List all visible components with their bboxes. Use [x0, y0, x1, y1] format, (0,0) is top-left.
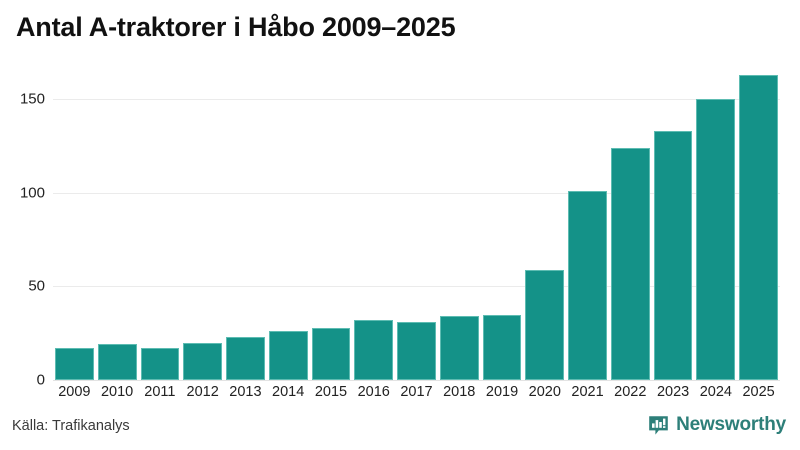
plot-area — [53, 62, 780, 381]
x-axis-tick-label: 2023 — [656, 384, 690, 400]
x-axis-tick-label: 2025 — [742, 384, 775, 400]
bar-2016[interactable] — [354, 320, 394, 380]
bar-2022[interactable] — [610, 148, 650, 380]
gridline — [53, 380, 780, 381]
page-title: Antal A-traktorer i Håbo 2009–2025 — [16, 12, 456, 42]
bar-2024[interactable] — [696, 99, 736, 380]
x-axis-tick-label: 2009 — [58, 384, 91, 400]
y-axis-tick-label: 0 — [36, 371, 45, 389]
bar-2010[interactable] — [97, 344, 137, 380]
bar-chart-bubble-icon — [648, 415, 669, 436]
brand-name: Newsworthy — [676, 414, 786, 435]
x-axis-tick-label: 2011 — [144, 384, 176, 400]
x-axis-tick-label: 2015 — [314, 384, 348, 400]
y-axis-tick-label: 100 — [19, 184, 45, 202]
bar-2020[interactable] — [525, 269, 565, 380]
bar-2015[interactable] — [311, 327, 351, 380]
x-axis-tick-label: 2016 — [357, 384, 390, 400]
chart-footer: Källa: Trafikanalys Newsworthy — [0, 406, 800, 450]
source-note: Källa: Trafikanalys — [12, 418, 130, 434]
bar-2019[interactable] — [482, 314, 522, 380]
brand-logo: Newsworthy — [648, 414, 786, 436]
bar-2017[interactable] — [397, 322, 436, 380]
bar-2009[interactable] — [55, 348, 94, 380]
bar-2018[interactable] — [439, 316, 479, 380]
x-axis-tick-label: 2018 — [443, 384, 476, 400]
x-axis-tick-label: 2021 — [571, 384, 604, 400]
y-axis-tick-label: 150 — [19, 90, 45, 108]
bar-series — [53, 62, 780, 380]
x-axis-tick-label: 2012 — [186, 384, 219, 400]
bar-2014[interactable] — [268, 331, 308, 380]
y-axis-tick-labels: 0 50 100 150 — [0, 62, 53, 389]
x-axis-tick-label: 2022 — [614, 384, 647, 400]
bar-2011[interactable] — [140, 348, 180, 380]
x-axis-tick-labels: 2009 2010 2011 2012 2013 2014 2015 2016 2017 2018… — [53, 384, 780, 408]
bar-2013[interactable] — [226, 336, 265, 380]
x-axis-tick-label: 2010 — [100, 384, 134, 400]
x-axis-tick-label: 2024 — [699, 384, 732, 400]
x-axis-tick-label: 2013 — [229, 384, 262, 400]
x-axis-tick-label: 2020 — [528, 384, 561, 400]
x-axis-tick-label: 2019 — [485, 384, 519, 400]
bar-2021[interactable] — [568, 191, 607, 380]
bar-2025[interactable] — [739, 75, 778, 380]
x-axis-tick-label: 2017 — [400, 384, 433, 400]
x-axis-tick-label: 2014 — [272, 384, 305, 400]
bar-2012[interactable] — [183, 342, 223, 380]
bar-2023[interactable] — [653, 131, 693, 380]
y-axis-tick-label: 50 — [28, 277, 45, 295]
